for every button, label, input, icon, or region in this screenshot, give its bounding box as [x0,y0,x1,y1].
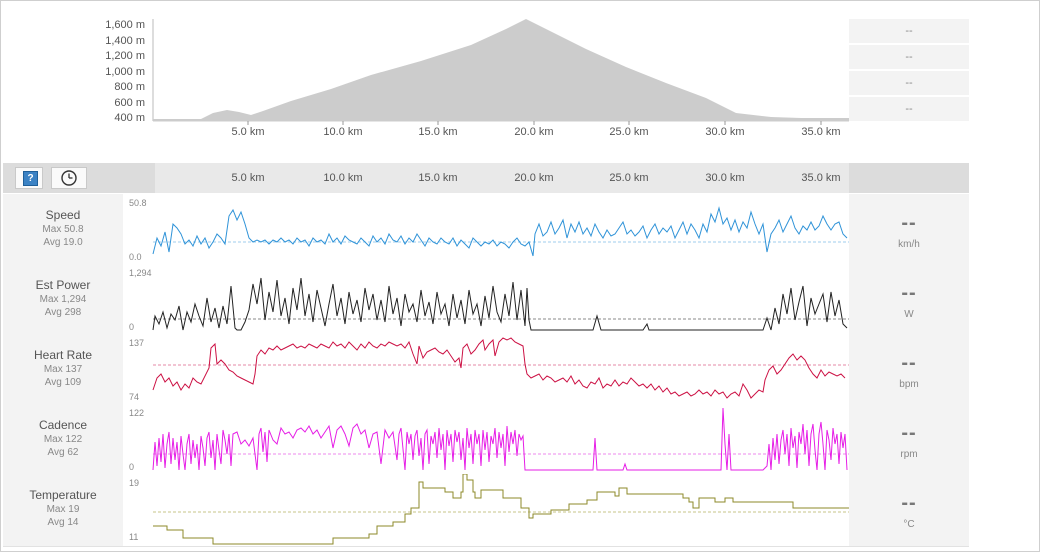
elevation-y-tick: 800 m [114,81,145,93]
row-unit: rpm [900,449,918,460]
row-value: -- [901,212,917,234]
elevation-x-label: 20.0 km [514,126,554,138]
elevation-x-label: 15.0 km [418,126,458,138]
row-label: Est Power Max 1,294 Avg 298 [3,264,123,334]
speed-plot[interactable]: 50.8 0.0 [123,194,849,264]
row-readout: -- bpm [849,334,969,404]
axis-min: 0 [129,462,135,472]
row-readout: -- km/h [849,194,969,264]
row-readout: -- W [849,264,969,334]
axis-max: 50.8 [129,198,147,208]
axis-max: 1,294 [129,268,152,278]
side-stat: -- [849,97,969,122]
row-title: Cadence [38,418,88,432]
row-max: Max 1,294 [39,294,87,305]
row-label: Temperature Max 19 Avg 14 [3,474,123,546]
time-toggle-button[interactable] [51,167,87,189]
temperature-plot[interactable]: 19 11 [123,473,849,546]
elevation-x-label: 30.0 km [705,126,745,138]
row-title: Speed [45,208,81,222]
elevation-x-ticks [247,121,822,125]
distance-axis-label: 10.0 km [323,172,363,184]
distance-axis-label: 30.0 km [705,172,745,184]
speed-row[interactable]: Speed Max 50.8 Avg 19.0 50.8 0.0 -- km/h [3,194,969,265]
row-readout: -- °C [849,474,969,546]
side-stat: -- [849,71,969,96]
row-value: -- [901,492,917,514]
cadence-plot[interactable]: 122 0 [123,404,849,474]
row-label: Heart Rate Max 137 Avg 109 [3,334,123,404]
row-unit: W [904,309,914,320]
axis-min: 11 [129,532,139,542]
row-value: -- [901,352,917,374]
side-stat: -- [849,19,969,44]
help-button[interactable]: ? [15,167,43,189]
row-avg: Avg 19.0 [43,237,83,248]
elevation-y-tick: 1,200 m [105,50,145,62]
distance-axis-label: 25.0 km [609,172,649,184]
elevation-x-label: 5.0 km [231,126,265,138]
elevation-x-label: 10.0 km [323,126,363,138]
distance-axis-label: 35.0 km [801,172,841,184]
row-title: Est Power [35,278,91,292]
row-title: Heart Rate [33,348,93,362]
elevation-x-label: 25.0 km [609,126,649,138]
elevation-x-label: 35.0 km [801,126,841,138]
axis-min: 0 [129,322,135,332]
row-avg: Avg 109 [44,377,82,388]
elevation-y-tick: 600 m [114,97,145,109]
power-series [152,277,849,331]
side-stat: -- [849,45,969,70]
row-max: Max 122 [43,434,83,445]
distance-axis-label: 20.0 km [514,172,554,184]
row-avg: Avg 62 [47,447,79,458]
elevation-y-tick: 400 m [114,112,145,124]
row-avg: Avg 298 [44,307,82,318]
power-plot[interactable]: 1,294 0 [123,264,849,334]
row-max: Max 137 [43,364,83,375]
heart-rate-row[interactable]: Heart Rate Max 137 Avg 109 137 74 -- bpm [3,334,969,405]
temperature-series [153,473,849,545]
cadence-series [152,407,849,471]
distance-axis-label: 15.0 km [418,172,458,184]
heart-rate-series [152,337,849,399]
toolbar-right-cell [849,163,969,193]
row-value: -- [901,422,917,444]
power-row[interactable]: Est Power Max 1,294 Avg 298 1,294 0 -- W [3,264,969,335]
axis-min: 0.0 [129,252,142,262]
chart-toolbar: ? 5.0 km 10.0 km 15.0 km 20.0 km 25.0 km… [3,163,969,193]
axis-min: 74 [129,392,140,402]
axis-max: 137 [129,338,145,348]
row-unit: bpm [899,379,919,390]
row-readout: -- rpm [849,404,969,474]
row-title: Temperature [29,488,97,502]
toolbar-controls: ? [3,163,155,193]
clock-icon [61,170,77,186]
axis-max: 19 [129,478,140,488]
row-max: Max 50.8 [42,224,84,235]
elevation-y-tick: 1,600 m [105,19,145,31]
elevation-chart: 1,600 m 1,400 m 1,200 m 1,000 m 800 m 60… [1,1,1040,161]
row-unit: °C [903,519,915,530]
speed-series [152,206,849,257]
help-icon: ? [23,171,38,186]
heart-rate-plot[interactable]: 137 74 [123,334,849,404]
row-max: Max 19 [46,504,80,515]
temperature-row[interactable]: Temperature Max 19 Avg 14 19 11 -- °C [3,473,969,547]
elevation-y-tick: 1,400 m [105,35,145,47]
row-unit: km/h [898,239,920,250]
row-avg: Avg 14 [47,517,79,528]
axis-max: 122 [129,408,145,418]
elevation-side-stats: -- -- -- -- [849,19,969,123]
row-label: Speed Max 50.8 Avg 19.0 [3,194,123,264]
elevation-area [153,19,849,121]
elevation-y-tick: 1,000 m [105,66,145,78]
row-label: Cadence Max 122 Avg 62 [3,404,123,474]
distance-axis-label: 5.0 km [231,172,265,184]
row-value: -- [901,282,917,304]
elevation-svg [152,19,849,125]
cadence-row[interactable]: Cadence Max 122 Avg 62 122 0 -- rpm [3,404,969,475]
